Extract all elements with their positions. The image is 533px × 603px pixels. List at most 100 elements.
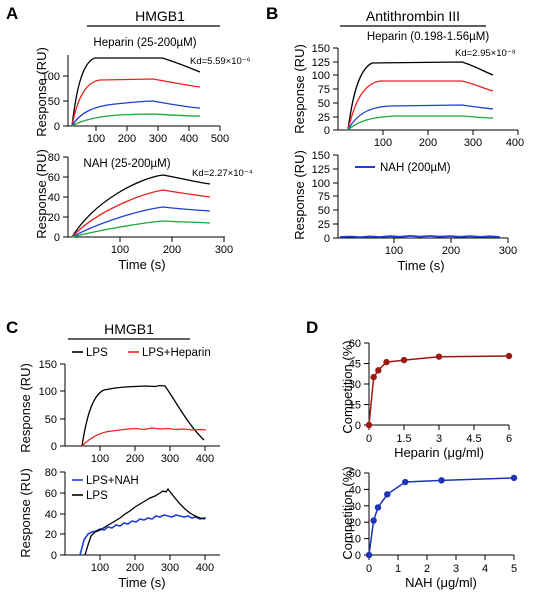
panel-d-bottom-xtick: 1 — [395, 563, 401, 575]
panel-c-bottom-xtick: 200 — [126, 562, 144, 574]
panel-d-bottom-ylabel: Competition (%) — [340, 466, 355, 559]
panel-a-top-xtick: 300 — [149, 133, 167, 145]
panel-d-bottom-xtick: 4 — [482, 563, 488, 575]
panel-a-top-xtick: 500 — [211, 133, 229, 145]
panel-c-top-chart: LPS LPS+Heparin Response (RU) 0 50 100 1… — [18, 347, 220, 465]
panel-a-top-xtick: 400 — [180, 133, 198, 145]
panel-b-top-ylabel: Response (RU) — [292, 44, 307, 134]
panel-a-top-curve-100 — [71, 78, 201, 127]
panel-c-bottom-curve-lps — [84, 487, 206, 556]
panel-c-top-xtick: 100 — [91, 453, 109, 465]
panel-d-bottom-axes — [368, 473, 514, 556]
panel-c-bottom-xtick: 300 — [161, 562, 179, 574]
panel-b-bottom-ytick: 125 — [312, 164, 330, 176]
panel-d-top-yticks: 0 15 30 45 60 — [349, 338, 369, 432]
panel-a-top-ylabel: Response (RU) — [34, 47, 49, 137]
panel-d-bottom-series-line — [368, 477, 515, 556]
panel-c-bottom-curve-nah — [79, 514, 206, 556]
panel-b-top-curve-mid — [347, 80, 494, 131]
panel-a-top-ytick: 100 — [42, 71, 60, 83]
panel-a-bottom-curve-200 — [71, 174, 211, 238]
panel-c-bottom-legend-lps: LPS — [86, 490, 108, 502]
panel-d-top-ytick: 60 — [349, 338, 361, 350]
panel-c-top-curve-heparin — [81, 427, 207, 447]
panel-d-top-series-line — [368, 355, 510, 426]
panel-b-top-ytick: 25 — [318, 112, 330, 124]
panel-b-top-label: Heparin (0.198-1.56µM) — [367, 31, 489, 43]
panel-b-bottom-ytick: 75 — [318, 191, 330, 203]
panel-c-top-ytick: 150 — [39, 359, 57, 371]
panel-c-top-axes — [64, 364, 220, 447]
panel-b-top-curve-high — [347, 61, 494, 131]
panel-b-bottom-xtick: 300 — [499, 245, 517, 257]
panel-c-bottom-ytick: 0 — [51, 550, 57, 562]
panel-b-bottom-ytick: 0 — [324, 233, 330, 245]
panel-d-top-ytick: 15 — [349, 400, 361, 412]
panel-a-bottom-label: NAH (25-200µM) — [83, 158, 170, 170]
panel-b-bottom-ylabel: Response (RU) — [292, 150, 307, 240]
panel-letter-a: A — [6, 4, 18, 23]
panel-d-top-point — [375, 367, 382, 374]
panel-c-top-xtick: 400 — [196, 453, 214, 465]
panel-d-top-marks — [365, 352, 513, 429]
panel-b-bottom-ytick: 100 — [312, 178, 330, 190]
panel-a-top-kd: Kd=5.59×10⁻⁶ — [190, 56, 251, 67]
panel-c-bottom-ylabel: Response (RU) — [18, 468, 33, 558]
panel-a-bottom-ytick: 80 — [48, 152, 60, 164]
panel-c-bottom-legend-nah: LPS+NAH — [86, 475, 139, 487]
panel-d-bottom-point — [402, 478, 409, 486]
panel-d-bottom-ytick: 30 — [349, 501, 361, 513]
panel-a-top-curve-25 — [71, 113, 201, 127]
panel-d-bottom-xlabel: NAH (μg/ml) — [405, 575, 477, 590]
panel-c-top-curve-lps — [81, 384, 205, 447]
panel-a-bottom-curve-50 — [71, 206, 211, 238]
panel-d-bottom-yticks: 0 10 20 30 40 50 — [349, 468, 369, 562]
panel-d-top-xticks: 0 1.5 3 4.5 6 — [366, 425, 512, 445]
panel-a-bottom-xlabel: Time (s) — [118, 257, 165, 272]
panel-b-top-ytick: 0 — [324, 125, 330, 137]
panel-c-top-ylabel: Response (RU) — [18, 363, 33, 453]
panel-d-bottom-ytick: 20 — [349, 517, 361, 529]
panel-d-top-point — [400, 356, 408, 364]
panel-c-top-xtick: 200 — [126, 453, 144, 465]
panel-d-top-ylabel: Competition (%) — [340, 340, 355, 433]
panel-b-top-kd: Kd=2.95×10⁻⁸ — [455, 48, 516, 59]
panel-d-bottom-chart: Competition (%) 0 10 20 30 40 50 0 1 2 3 4 5 NAH (… — [340, 466, 518, 590]
panel-c-top-legend-heparin: LPS+Heparin — [142, 347, 211, 359]
panel-letter-c: C — [6, 318, 18, 337]
panel-letter-b: B — [266, 4, 278, 23]
panel-c-bottom-chart: LPS+NAH LPS Response (RU) 0 20 40 60 80 … — [18, 467, 220, 590]
panel-d-top-xtick: 6 — [506, 433, 512, 445]
panel-b-bottom-ytick: 50 — [318, 205, 330, 217]
panel-d-top-point — [365, 421, 373, 429]
panel-a-bottom-ytick: 40 — [48, 192, 60, 204]
panel-c-bottom-xtick: 100 — [91, 562, 109, 574]
panel-a-bottom-kd: Kd=2.27×10⁻⁴ — [192, 168, 253, 179]
panel-c-bottom-ytick: 20 — [45, 529, 57, 541]
panel-d-bottom-point — [438, 477, 445, 484]
panel-c-bottom-xtick: 400 — [196, 562, 214, 574]
panel-b-top-xtick: 400 — [506, 137, 524, 149]
panel-b-top-ytick: 125 — [312, 57, 330, 69]
panel-a-bottom-xtick: 300 — [215, 244, 233, 256]
panel-a-bottom-xtick: 100 — [111, 244, 129, 256]
panel-d-top-xtick: 1.5 — [396, 433, 411, 445]
panel-d-bottom-ytick: 50 — [349, 468, 361, 480]
panel-d-top-point — [383, 358, 390, 366]
panel-d-top-xtick: 3 — [436, 433, 442, 445]
panel-a-bottom-curve-25 — [71, 220, 211, 238]
panel-b-top-xtick: 100 — [374, 137, 392, 149]
panel-b-top-curve-low — [347, 104, 494, 131]
panel-b-top-ytick: 100 — [312, 70, 330, 82]
panel-d-bottom-point — [384, 491, 391, 498]
panel-d-bottom-xticks: 0 1 2 3 4 5 — [366, 555, 517, 575]
panel-b-top-ytick: 75 — [318, 84, 330, 96]
panel-a-bottom-ytick: 0 — [54, 232, 60, 244]
panel-d-bottom-point — [365, 551, 373, 559]
panel-c-top-ytick: 50 — [45, 414, 57, 426]
panel-a-bottom-ytick: 60 — [48, 172, 60, 184]
panel-d-top-point — [435, 353, 443, 360]
panel-d-bottom-xtick: 2 — [424, 563, 430, 575]
panel-a-bottom-chart: NAH (25-200µM) Kd=2.27×10⁻⁴ Response (RU… — [34, 149, 253, 272]
panel-c-top-ytick: 0 — [51, 441, 57, 453]
